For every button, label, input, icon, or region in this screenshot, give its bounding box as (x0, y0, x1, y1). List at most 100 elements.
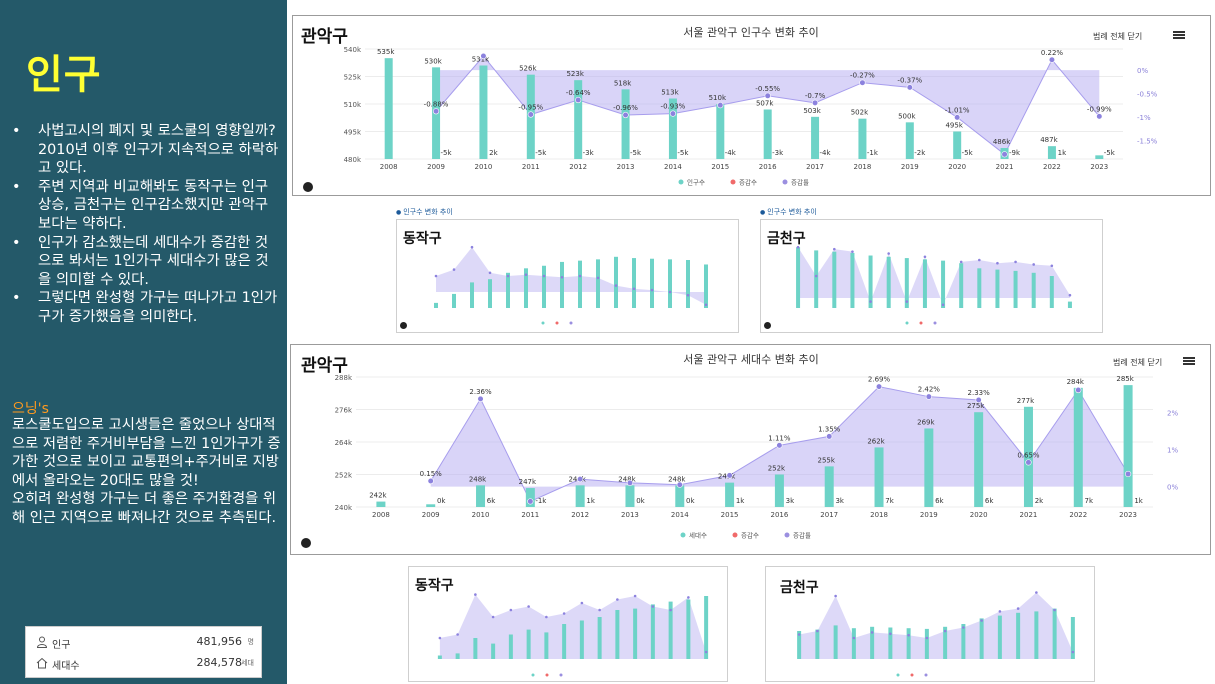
menu-icon[interactable] (1183, 357, 1195, 365)
menu-icon[interactable] (1173, 31, 1185, 39)
rate-point (434, 274, 438, 278)
bullet-item: 인구가 감소했는데 세대수가 증감한 것으로 봐서는 1인가구 세대수가 많은 … (12, 234, 280, 290)
rate-point (596, 276, 600, 280)
rate-point (650, 288, 654, 292)
bar (959, 263, 964, 308)
change-count-label: 7k (885, 497, 894, 505)
rate-point (826, 433, 833, 440)
y2-tick-label: 0% (1137, 67, 1148, 75)
logo-icon (301, 538, 311, 548)
change-count-label: 6k (487, 497, 496, 505)
stat-unit: 세대 (241, 659, 254, 667)
bar (526, 629, 531, 659)
rate-point (562, 612, 566, 615)
x-tick-label: 2017 (820, 511, 838, 519)
rate-point (452, 268, 456, 271)
rate-point (980, 619, 983, 622)
change-count-label: 2k (489, 149, 498, 157)
y2-tick-label: -0.5% (1137, 90, 1158, 98)
bar (995, 269, 1000, 308)
x-tick-label: 2010 (475, 163, 493, 171)
x-tick-label: 2020 (970, 511, 988, 519)
bar (774, 474, 784, 507)
chart-caption: 인구수 변화 추이 (396, 207, 453, 217)
bar (979, 618, 984, 659)
x-tick-label: 2015 (711, 163, 729, 171)
rate-point (859, 79, 866, 86)
x-tick-label: 2012 (571, 511, 589, 519)
bar-value-label: 285k (1116, 375, 1134, 383)
rate-point (852, 636, 856, 640)
rate-point (470, 245, 474, 249)
bar (961, 624, 966, 659)
legend-marker (541, 321, 545, 325)
bar-value-label: 510k (709, 94, 727, 102)
bar (904, 258, 909, 308)
rate-point (668, 290, 672, 294)
rate-point (764, 92, 771, 99)
bar (524, 268, 528, 308)
legend-marker (784, 532, 790, 538)
rate-point (923, 255, 927, 259)
bar (905, 122, 914, 159)
legend-marker (905, 321, 909, 325)
legend-marker (531, 673, 535, 677)
bar (542, 265, 546, 308)
bar-value-label: 507k (756, 100, 774, 108)
bar-value-label: 486k (993, 138, 1011, 146)
bar (479, 65, 488, 159)
panel-district-label: 동작구 (403, 231, 442, 247)
rate-point (632, 287, 636, 291)
panel-district-label: 동작구 (415, 578, 454, 594)
bar (686, 599, 691, 659)
bar (376, 501, 386, 507)
rate-point (474, 593, 477, 596)
rate-point (978, 258, 981, 262)
rate-point (1068, 293, 1072, 297)
rate-value-label: -0.37% (897, 76, 922, 84)
rate-area (798, 247, 1070, 305)
person-icon (36, 636, 48, 648)
bar (1070, 617, 1075, 659)
y-tick-label: 288k (335, 374, 353, 382)
bar (476, 485, 486, 507)
panel-district-label: 금천구 (767, 231, 806, 247)
change-count-label: 0k (437, 497, 446, 505)
logo-icon (764, 322, 771, 329)
bar-value-label: 526k (519, 65, 537, 73)
bar (437, 655, 442, 659)
x-tick-label: 2012 (569, 163, 587, 171)
rate-point (797, 633, 801, 636)
bar-value-label: 518k (614, 79, 632, 87)
stat-label: 인구 (52, 640, 71, 651)
legend-close-all-button[interactable]: 범례 전체 닫기 (1093, 32, 1143, 41)
rate-point (575, 96, 582, 104)
rate-point (962, 626, 965, 629)
rate-point (726, 472, 733, 479)
rate-point (959, 260, 963, 264)
bar (1016, 612, 1021, 659)
dongjak-population-panel: 동작구 (396, 219, 739, 333)
x-tick-label: 2022 (1043, 163, 1061, 171)
legend-close-all-button[interactable]: 범례 전체 닫기 (1113, 358, 1163, 367)
note-paragraph: 로스쿨도입으로 고시생들은 줄었으나 상대적으로 저렴한 주거비부담을 느낀 1… (12, 417, 281, 489)
household-chart: 서울 관악구 세대수 변화 추이 288k 276k 264k 252k 240k 2% 1%… (335, 353, 1179, 540)
stat-value: 284,578 (196, 656, 243, 669)
rate-value-label: -0.55% (755, 85, 780, 93)
change-count-label: 2k (1035, 497, 1044, 505)
y-tick-label: 495k (344, 129, 362, 137)
rate-point (717, 102, 724, 109)
legend-marker (919, 321, 923, 325)
stats-card: 인구 481,956 명 세대수 284,578 세대 (25, 626, 262, 678)
rate-point (814, 274, 818, 278)
bullet-item: 주변 지역과 비교해봐도 동작구는 인구상승, 금천구는 인구감소했지만 관악구… (12, 178, 280, 234)
y2-tick-label: 2% (1167, 409, 1178, 417)
bar (488, 279, 492, 308)
legend-marker (569, 321, 573, 325)
rate-point (906, 84, 913, 91)
dongjak-household-chart (437, 593, 709, 677)
rate-point (633, 594, 637, 598)
panel-district-label: 관악구 (301, 356, 348, 376)
bar (924, 428, 934, 507)
rate-point (833, 247, 836, 251)
